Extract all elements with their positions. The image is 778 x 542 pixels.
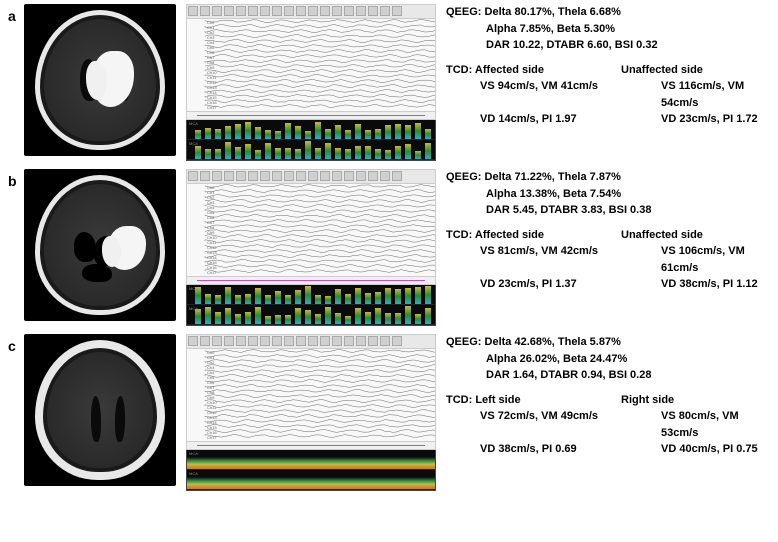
eeg-panel: Ch0Ch1Ch2Ch3Ch4Ch5Ch6Ch7Ch8Ch9Ch10Ch11Ch… [186,4,436,112]
tcd-l1: VS 81cm/s, VM 42cm/s [480,243,661,276]
eeg-timeline [186,442,436,450]
tcd-l2: VD 23cm/s, PI 1.37 [480,276,661,293]
eeg-column: Ch0Ch1Ch2Ch3Ch4Ch5Ch6Ch7Ch8Ch9Ch10Ch11Ch… [186,4,436,161]
tcd-l1: VS 94cm/s, VM 41cm/s [480,78,661,111]
qeeg-line3: DAR 10.22, DTABR 6.60, BSI 0.32 [486,37,770,54]
panel-row-b: b Ch0Ch1Ch2Ch3Ch4Ch5Ch6Ch7Ch8Ch9Ch10Ch11… [0,165,778,330]
eeg-panel: Ch0Ch1Ch2Ch3Ch4Ch5Ch6Ch7Ch8Ch9Ch10Ch11Ch… [186,169,436,277]
eeg-timeline [186,277,436,285]
data-text: QEEG: Delta 80.17%, Thela 6.68% Alpha 7.… [446,4,770,136]
qeeg-line1: QEEG: Delta 42.68%, Thela 5.87% [446,334,770,351]
eeg-column: Ch0Ch1Ch2Ch3Ch4Ch5Ch6Ch7Ch8Ch9Ch10Ch11Ch… [186,334,436,491]
ct-scan [24,4,176,156]
data-text: QEEG: Delta 71.22%, Thela 7.87% Alpha 13… [446,169,770,301]
panel-row-c: c Ch0Ch1Ch2Ch3Ch4Ch5Ch6Ch7Ch8Ch9Ch10Ch11… [0,330,778,495]
spectrogram: MCA [187,285,435,305]
tcd-l2: VD 14cm/s, PI 1.97 [480,111,661,128]
qeeg-line3: DAR 1.64, DTABR 0.94, BSI 0.28 [486,367,770,384]
spectrogram: MCA [187,120,435,140]
spectrogram: MCA [187,450,435,470]
ct-scan [24,169,176,321]
panel-label: a [8,8,24,24]
qeeg-line2: Alpha 7.85%, Beta 5.30% [486,21,770,38]
tcd-r2: VD 40cm/s, PI 0.75 [661,441,770,458]
tcd-header-left: TCD: Left side [446,392,621,409]
tcd-l1: VS 72cm/s, VM 49cm/s [480,408,661,441]
spectrogram: MCA [187,305,435,325]
tcd-header-right: Unaffected side [621,227,770,244]
tcd-r1: VS 106cm/s, VM 61cm/s [661,243,770,276]
qeeg-line1: QEEG: Delta 71.22%, Thela 7.87% [446,169,770,186]
eeg-column: Ch0Ch1Ch2Ch3Ch4Ch5Ch6Ch7Ch8Ch9Ch10Ch11Ch… [186,169,436,326]
ct-scan [24,334,176,486]
eeg-toolbar [187,170,435,184]
qeeg-line1: QEEG: Delta 80.17%, Thela 6.68% [446,4,770,21]
eeg-toolbar [187,335,435,349]
tcd-l2: VD 38cm/s, PI 0.69 [480,441,661,458]
qeeg-line2: Alpha 13.38%, Beta 7.54% [486,186,770,203]
qeeg-line2: Alpha 26.02%, Beta 24.47% [486,351,770,368]
tcd-r1: VS 116cm/s, VM 54cm/s [661,78,770,111]
panel-label: c [8,338,24,354]
data-text: QEEG: Delta 42.68%, Thela 5.87% Alpha 26… [446,334,770,466]
tcd-r1: VS 80cm/s, VM 53cm/s [661,408,770,441]
tcd-header-right: Unaffected side [621,62,770,79]
tcd-header-left: TCD: Affected side [446,227,621,244]
eeg-toolbar [187,5,435,19]
spectrogram: MCA [187,140,435,160]
tcd-r2: VD 23cm/s, PI 1.72 [661,111,770,128]
panel-label: b [8,173,24,189]
eeg-panel: Ch0Ch1Ch2Ch3Ch4Ch5Ch6Ch7Ch8Ch9Ch10Ch11Ch… [186,334,436,442]
eeg-timeline [186,112,436,120]
panel-row-a: a Ch0Ch1Ch2Ch3Ch4Ch5Ch6Ch7Ch8Ch9Ch10Ch11… [0,0,778,165]
spectrogram: MCA [187,470,435,490]
tcd-header-left: TCD: Affected side [446,62,621,79]
qeeg-line3: DAR 5.45, DTABR 3.83, BSI 0.38 [486,202,770,219]
tcd-header-right: Right side [621,392,770,409]
tcd-r2: VD 38cm/s, PI 1.12 [661,276,770,293]
